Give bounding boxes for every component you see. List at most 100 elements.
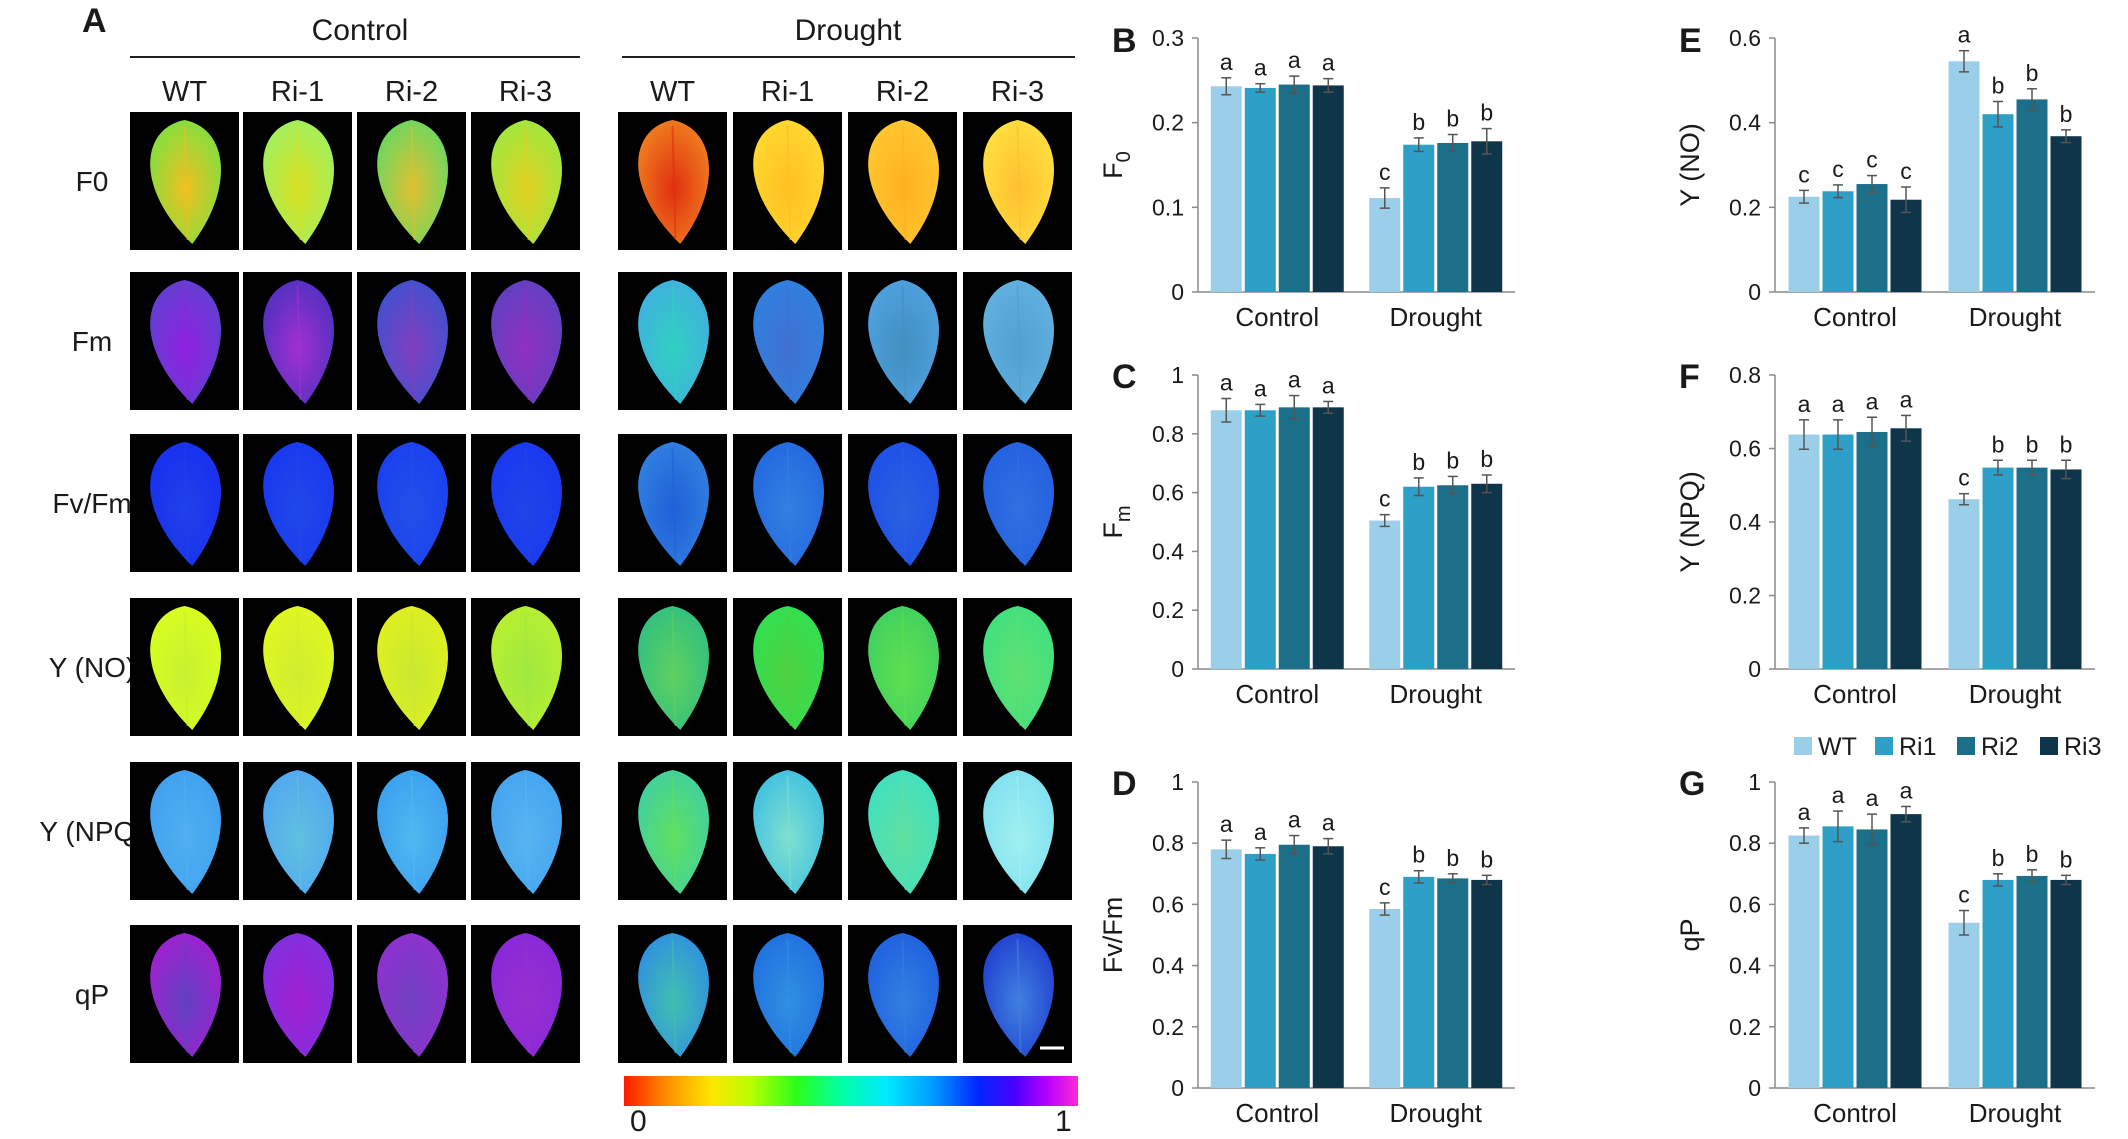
leaf-midrib xyxy=(296,775,302,891)
bar-ri3-drought xyxy=(2050,136,2082,292)
row-label: qP xyxy=(75,979,109,1010)
bar-ri1-drought xyxy=(1982,879,2014,1088)
significance-letter: b xyxy=(1446,845,1459,871)
significance-letter: b xyxy=(2060,431,2073,457)
significance-letter: a xyxy=(1254,55,1267,81)
leaf-midrib xyxy=(1016,611,1022,727)
significance-letter: c xyxy=(1798,161,1810,187)
bar-wt-drought xyxy=(1948,499,1980,669)
leaf-midrib xyxy=(671,447,677,563)
significance-letter: c xyxy=(1379,159,1391,185)
bar-ri3-drought xyxy=(1471,879,1503,1088)
bar-wt-drought xyxy=(1369,520,1401,669)
leaf-midrib xyxy=(296,938,302,1054)
y-tick-label: 0.8 xyxy=(1152,421,1184,447)
bar-ri1-drought xyxy=(1403,144,1435,292)
leaf-midrib xyxy=(786,938,792,1054)
leaf-midrib xyxy=(183,611,189,727)
bar-ri2-drought xyxy=(1437,878,1469,1088)
bar-wt-control xyxy=(1788,835,1820,1088)
y-tick-label: 0.4 xyxy=(1729,110,1761,136)
bar-ri1-control xyxy=(1822,191,1854,292)
legend-swatch-wt xyxy=(1794,737,1812,755)
significance-letter: b xyxy=(2026,60,2039,86)
significance-letter: a xyxy=(1866,785,1879,811)
bar-wt-drought xyxy=(1369,908,1401,1088)
bar-ri3-control xyxy=(1890,199,1922,292)
significance-letter: b xyxy=(2060,101,2073,127)
legend: WT Ri1 Ri2 Ri3 xyxy=(1794,733,2102,761)
y-tick-label: 0.2 xyxy=(1152,1014,1184,1040)
bar-ri3-control xyxy=(1890,814,1922,1088)
bar-wt-drought xyxy=(1948,61,1980,293)
significance-letter: a xyxy=(1958,22,1971,48)
bar-ri2-control xyxy=(1856,184,1888,292)
y-axis-label: F0 xyxy=(1098,151,1135,179)
significance-letter: a xyxy=(1322,372,1335,398)
significance-letter: a xyxy=(1798,391,1811,417)
significance-letter: b xyxy=(1412,449,1425,475)
legend-label-ri1: Ri1 xyxy=(1899,733,1937,761)
leaf-midrib xyxy=(183,125,189,241)
genotype-header-ri-2: Ri-2 xyxy=(385,76,438,108)
bar-wt-control xyxy=(1210,849,1242,1088)
bar-ri2-drought xyxy=(2016,467,2048,669)
x-tick-label-control: Control xyxy=(1813,679,1897,709)
bar-wt-drought xyxy=(1369,198,1401,292)
significance-letter: a xyxy=(1322,50,1335,76)
bar-ri1-control xyxy=(1244,853,1276,1088)
bar-ri3-control xyxy=(1890,428,1922,669)
y-tick-label: 0.6 xyxy=(1152,891,1184,917)
significance-letter: a xyxy=(1832,391,1845,417)
y-tick-label: 0.4 xyxy=(1152,953,1184,979)
bar-ri1-drought xyxy=(1982,467,2014,669)
row-label: F0 xyxy=(76,166,109,197)
bar-ri2-control xyxy=(1278,84,1310,292)
significance-letter: b xyxy=(1412,109,1425,135)
leaf-midrib xyxy=(901,125,907,241)
leaf-midrib xyxy=(524,447,530,563)
x-tick-label-control: Control xyxy=(1813,1098,1897,1128)
leaf-midrib xyxy=(524,125,530,241)
significance-letter: c xyxy=(1958,465,1970,491)
bar-wt-control xyxy=(1788,196,1820,292)
leaf-midrib xyxy=(1016,775,1022,891)
row-label: Fm xyxy=(72,326,112,357)
y-tick-label: 0.6 xyxy=(1729,891,1761,917)
significance-letter: b xyxy=(1480,846,1493,872)
y-tick-label: 0.6 xyxy=(1152,480,1184,506)
significance-letter: b xyxy=(1992,431,2005,457)
significance-letter: a xyxy=(1288,367,1301,393)
x-tick-label-drought: Drought xyxy=(1969,679,2062,709)
y-tick-label: 0 xyxy=(1748,656,1761,682)
leaf-midrib xyxy=(901,447,907,563)
panel-letter: F xyxy=(1679,358,1700,396)
leaf-midrib xyxy=(524,775,530,891)
row-label: Fv/Fm xyxy=(52,488,131,519)
significance-letter: a xyxy=(1798,799,1811,825)
bar-ri1-control xyxy=(1244,410,1276,669)
y-tick-label: 0.2 xyxy=(1729,194,1761,220)
leaf-midrib xyxy=(786,125,792,241)
bar-ri3-drought xyxy=(2050,469,2082,669)
significance-letter: a xyxy=(1288,47,1301,73)
bar-ri2-drought xyxy=(1437,485,1469,669)
leaf-midrib xyxy=(786,447,792,563)
significance-letter: b xyxy=(1412,842,1425,868)
significance-letter: b xyxy=(2026,431,2039,457)
panel-letter: E xyxy=(1679,22,1702,60)
y-tick-label: 0 xyxy=(1748,1075,1761,1101)
significance-letter: c xyxy=(1958,882,1970,908)
colorscale-bar xyxy=(624,1076,1078,1106)
x-tick-label-drought: Drought xyxy=(1969,1098,2062,1128)
significance-letter: c xyxy=(1379,874,1391,900)
x-tick-label-control: Control xyxy=(1813,302,1897,332)
y-tick-label: 0.2 xyxy=(1729,1014,1761,1040)
colorscale-min-label: 0 xyxy=(630,1105,647,1138)
bar-ri1-control xyxy=(1822,826,1854,1088)
significance-letter: a xyxy=(1254,375,1267,401)
